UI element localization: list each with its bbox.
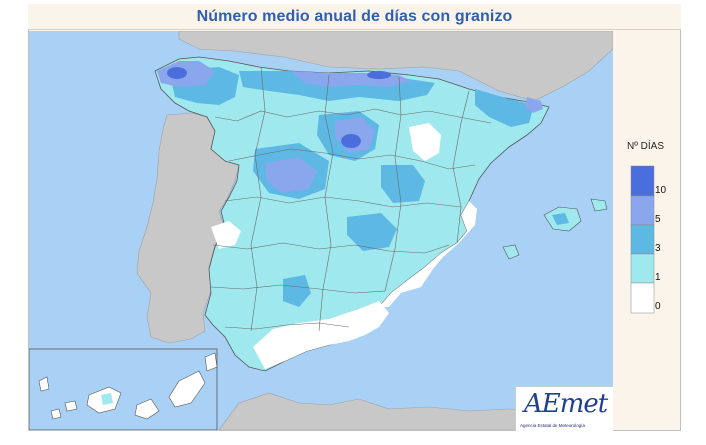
- legend-label-5: 5: [655, 214, 661, 225]
- lanzarote: [204, 352, 218, 372]
- province-boundaries: [210, 66, 492, 332]
- zone-5-castilla: [265, 157, 317, 193]
- legend-panel: [614, 31, 680, 430]
- el-hierro: [50, 408, 62, 420]
- title-bar: Número medio anual de días con granizo: [28, 4, 681, 30]
- legend-swatch-3: [630, 224, 655, 255]
- legend-label-1: 1: [655, 272, 661, 283]
- legend-svg: [630, 165, 655, 314]
- zone-3-la-mancha: [347, 213, 397, 251]
- mallorca-core: [552, 213, 569, 225]
- aemet-logo: AEmet Agencia Estatal de Meteorología: [515, 386, 613, 431]
- zone-0-west: [211, 221, 241, 249]
- zone-10-galicia: [167, 67, 187, 79]
- legend-label-10: 10: [655, 185, 667, 196]
- legend-label-3: 3: [655, 243, 661, 254]
- legend-swatch-1: [630, 253, 655, 284]
- zone-3-sierra-morena: [283, 275, 311, 307]
- fuerteventura: [168, 370, 206, 408]
- zone-3-pyrenees: [475, 89, 534, 127]
- zone-0-east: [379, 201, 477, 307]
- zone-10-soria: [341, 134, 361, 148]
- legend-label-0: 0: [655, 301, 661, 312]
- tenerife-zone: [101, 393, 113, 405]
- zone-10-coast: [367, 71, 391, 79]
- logo-wordmark: AEmet: [524, 389, 608, 419]
- zone-0-south: [253, 301, 389, 369]
- la-gomera: [64, 400, 78, 412]
- zone-5-catalonia: [525, 97, 543, 113]
- map-canvas: [29, 31, 613, 430]
- legend-title: Nº DÍAS: [627, 141, 664, 152]
- map-title: Número medio anual de días con granizo: [196, 7, 513, 25]
- zone-0-ebro: [409, 123, 441, 161]
- ibiza: [502, 244, 520, 260]
- zone-3-teruel: [381, 165, 425, 203]
- canary-islands: [38, 352, 218, 420]
- map-svg: [29, 31, 613, 430]
- legend-swatch-10: [630, 165, 655, 197]
- legend-swatch-0: [630, 282, 655, 314]
- menorca: [590, 198, 608, 212]
- logo-subtext: Agencia Estatal de Meteorología: [520, 423, 586, 428]
- gran-canaria: [134, 398, 160, 420]
- la-palma: [38, 376, 50, 392]
- legend-swatch-5: [630, 195, 655, 226]
- balearic-islands: [502, 198, 608, 260]
- france: [178, 31, 613, 102]
